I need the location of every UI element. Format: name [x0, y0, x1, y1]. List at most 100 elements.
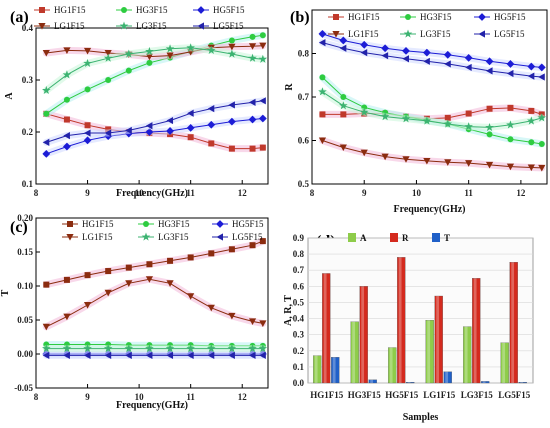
legend-marker — [197, 6, 205, 14]
point-LG3F15 — [42, 344, 51, 353]
y-tick-label: 0.5 — [298, 179, 310, 189]
point-HG1F15 — [146, 261, 153, 268]
point-HG5F15 — [207, 120, 216, 129]
point-LG5F15 — [465, 63, 472, 72]
x-tick-label: HG5F15 — [385, 390, 418, 400]
x-tick-label: 10 — [135, 188, 145, 198]
point-LG5F15 — [63, 351, 70, 359]
point-HG1F15 — [228, 246, 235, 253]
series-glow-LG5F15 — [318, 39, 546, 81]
point-HG3F15 — [146, 59, 153, 66]
point-LG1F15 — [339, 144, 347, 152]
point-HG1F15 — [187, 134, 194, 141]
x-axis-label: Frequency(GHz) — [116, 188, 188, 199]
point-HG5F15 — [186, 123, 195, 132]
x-tick-label: HG1F15 — [310, 390, 343, 400]
point-LG3F15 — [318, 87, 327, 96]
y-axis-label: T — [0, 289, 11, 296]
x-tick-label: 11 — [186, 188, 195, 198]
point-LG3F15 — [422, 116, 432, 125]
bar-A — [425, 320, 434, 384]
point-HG1F15 — [340, 111, 347, 118]
x-tick-label: LG3F15 — [461, 390, 494, 400]
y-tick-label: 0.00 — [17, 349, 33, 359]
point-LG3F15 — [485, 122, 494, 132]
point-HG3F15 — [105, 77, 112, 83]
point-LG5F15 — [248, 351, 256, 359]
legend-label: LG1F15 — [348, 29, 379, 39]
legend-label: HG5F15 — [232, 219, 264, 229]
point-LG1F15 — [42, 49, 50, 57]
x-tick-label: 9 — [85, 188, 90, 198]
point-LG5F15 — [166, 116, 174, 125]
bar-highlight — [427, 320, 431, 383]
legend-marker — [216, 233, 223, 241]
bar-T — [406, 382, 415, 384]
legend-marker — [143, 221, 149, 227]
y-axis-label: A — [4, 92, 15, 100]
series-line-LG5F15 — [46, 100, 263, 143]
bar-T — [331, 357, 340, 384]
bar-highlight — [436, 296, 440, 383]
point-LG1F15 — [83, 47, 92, 55]
point-LG3F15 — [443, 119, 453, 128]
point-LG3F15 — [124, 49, 134, 58]
legend-swatch — [348, 233, 356, 242]
point-LG1F15 — [465, 160, 473, 167]
point-LG1F15 — [527, 164, 535, 172]
legend-label: HG3F15 — [158, 219, 190, 229]
point-LG5F15 — [83, 129, 91, 137]
legend-label: HG1F15 — [348, 12, 380, 22]
point-HG3F15 — [43, 110, 50, 117]
y-tick-label: 0.5 — [293, 297, 305, 307]
point-LG1F15 — [104, 289, 112, 297]
bar-highlight — [323, 273, 327, 383]
y-tick-label: 0.20 — [17, 213, 33, 223]
point-LG5F15 — [360, 49, 368, 57]
point-LG1F15 — [145, 276, 154, 283]
legend-marker — [39, 7, 45, 13]
x-tick-label: 10 — [135, 392, 145, 402]
legend-marker — [333, 14, 339, 20]
point-LG3F15 — [124, 344, 134, 353]
x-tick-label: 9 — [85, 392, 90, 402]
point-LG1F15 — [248, 318, 257, 325]
x-tick-label: 8 — [34, 392, 39, 402]
y-axis-label: A, R, T — [283, 295, 294, 326]
series-group — [42, 237, 268, 359]
point-LG1F15 — [125, 280, 133, 287]
point-HG3F15 — [486, 131, 493, 138]
x-tick-label: 8 — [34, 188, 39, 198]
legend-marker — [405, 14, 411, 20]
panel-label: (a) — [10, 9, 29, 26]
legend-marker — [478, 13, 486, 21]
bar-A — [313, 355, 322, 384]
point-LG3F15 — [401, 114, 411, 123]
point-LG5F15 — [125, 126, 132, 135]
point-LG5F15 — [125, 351, 132, 359]
bar-highlight — [398, 257, 402, 383]
point-LG3F15 — [464, 122, 473, 131]
legend-marker — [119, 21, 129, 30]
x-tick-label: HG3F15 — [348, 390, 381, 400]
point-HG1F15 — [43, 281, 50, 288]
series-line-LG5F15 — [322, 42, 542, 78]
x-axis-label: Frequency(GHz) — [116, 400, 188, 411]
point-HG1F15 — [259, 144, 266, 151]
y-tick-label: 0.3 — [293, 330, 305, 340]
point-HG1F15 — [259, 238, 266, 245]
point-HG1F15 — [249, 145, 256, 152]
point-LG5F15 — [538, 73, 545, 81]
legend-label: T — [444, 233, 450, 243]
x-tick-label: 11 — [186, 392, 195, 402]
point-LG5F15 — [485, 67, 493, 75]
legend-swatch — [390, 233, 398, 242]
point-HG1F15 — [63, 276, 70, 283]
x-tick-label: LG5F15 — [498, 390, 531, 400]
point-HG3F15 — [528, 139, 535, 146]
y-tick-label: 0.9 — [293, 233, 305, 243]
plot-frame — [35, 27, 269, 185]
legend-marker — [38, 23, 46, 30]
point-LG1F15 — [83, 302, 92, 309]
point-HG3F15 — [63, 96, 70, 103]
